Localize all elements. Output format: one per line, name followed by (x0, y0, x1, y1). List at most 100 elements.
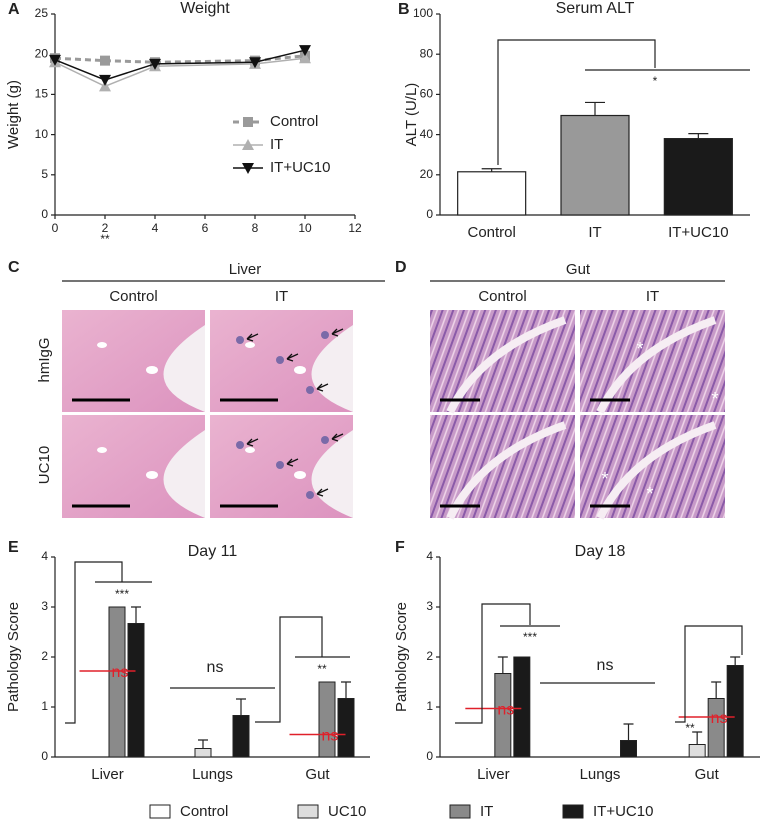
y-tick-label: 40 (420, 127, 434, 141)
bracket (455, 603, 531, 724)
x-tick-label: 6 (202, 221, 209, 235)
bar (663, 138, 733, 216)
y-tick-label: 0 (426, 749, 433, 763)
legend-swatch (449, 804, 471, 819)
chart-title: Day 18 (575, 543, 626, 560)
bracket (497, 39, 656, 165)
arrow (246, 438, 259, 447)
bar (457, 171, 527, 216)
y-axis-label: Pathology Score (393, 602, 410, 712)
marker (49, 54, 61, 66)
error-bar (236, 698, 246, 716)
vessel (97, 342, 107, 348)
legend-swatch (562, 804, 584, 819)
arrow (286, 458, 299, 467)
x-tick-label: Lungs (580, 766, 621, 783)
error-bar (688, 132, 709, 139)
y-tick-label: 5 (41, 167, 48, 181)
y-tick-label: 20 (420, 167, 434, 181)
y-tick-label: 0 (41, 207, 48, 221)
chart-title: Day 11 (188, 543, 238, 560)
y-tick-label: 15 (35, 87, 49, 101)
annotation: ** (100, 232, 110, 246)
vessel (245, 447, 255, 453)
column-label: IT (646, 288, 659, 305)
asterisk: * (601, 469, 608, 489)
legend-label: IT (480, 803, 493, 820)
error-bar (692, 731, 703, 745)
bar (707, 698, 725, 758)
y-tick-label: 3 (41, 599, 48, 613)
lumen (446, 421, 567, 520)
arrow (316, 488, 329, 497)
error-bar (341, 681, 351, 699)
tissue-edge (163, 415, 205, 518)
panel-letter: D (395, 259, 407, 276)
bar (232, 715, 250, 758)
error-bar (198, 739, 208, 749)
y-tick-label: 4 (426, 549, 433, 563)
arrow (246, 333, 259, 342)
legend-label: IT+UC10 (270, 159, 330, 176)
vessel (146, 471, 158, 479)
chart-title: Weight (180, 0, 230, 17)
panel-letter: E (8, 539, 19, 556)
y-tick-label: 20 (35, 46, 49, 60)
panel-letter: C (8, 259, 20, 276)
lesion (236, 336, 244, 344)
marker (149, 58, 161, 70)
y-axis-label: Weight (g) (5, 80, 22, 149)
panel-letter: B (398, 1, 410, 18)
bar (688, 744, 706, 758)
legend-label: IT (270, 136, 283, 153)
panel-letter: A (8, 1, 20, 18)
y-tick-label: 1 (41, 699, 48, 713)
lumen (446, 316, 567, 414)
lesion (306, 386, 314, 394)
lesion (236, 441, 244, 449)
bar (108, 606, 126, 758)
bar (127, 623, 145, 758)
bracket (255, 616, 323, 723)
asterisk: * (711, 389, 718, 409)
annotation: ns (207, 659, 224, 676)
x-tick-label: IT+UC10 (668, 224, 728, 241)
x-tick-label: 0 (52, 221, 59, 235)
bar (726, 665, 744, 758)
legend-label: IT+UC10 (593, 803, 653, 820)
bar (194, 748, 212, 758)
red-label: ns (322, 728, 339, 745)
y-tick-label: 0 (41, 749, 48, 763)
error-bar (497, 656, 508, 674)
y-tick-label: 4 (41, 549, 48, 563)
x-tick-label: Liver (477, 766, 510, 783)
legend-label: Control (270, 113, 318, 130)
arrow (331, 328, 344, 337)
lesion (276, 356, 284, 364)
y-tick-label: 25 (35, 6, 49, 20)
lumen (596, 421, 717, 520)
y-tick-label: 1 (426, 699, 433, 713)
error-bar (131, 606, 141, 624)
annotation: ** (317, 662, 327, 676)
lesion (306, 491, 314, 499)
bar (513, 656, 531, 758)
y-tick-label: 3 (426, 599, 433, 613)
red-label: ns (711, 710, 728, 727)
y-tick-label: 2 (41, 649, 48, 663)
bar (560, 114, 630, 216)
legend-marker (242, 163, 254, 174)
bar (318, 681, 336, 758)
lesion (276, 461, 284, 469)
histology-title: Liver (229, 261, 262, 278)
x-tick-label: 8 (252, 221, 259, 235)
vessel (245, 342, 255, 348)
bar (620, 740, 637, 758)
error-bar (623, 723, 634, 741)
x-tick-label: 4 (152, 221, 159, 235)
arrow (331, 433, 344, 442)
marker (299, 45, 311, 57)
x-tick-label: Lungs (192, 766, 233, 783)
column-label: Control (478, 288, 526, 305)
row-label: hmIgG (36, 337, 53, 382)
